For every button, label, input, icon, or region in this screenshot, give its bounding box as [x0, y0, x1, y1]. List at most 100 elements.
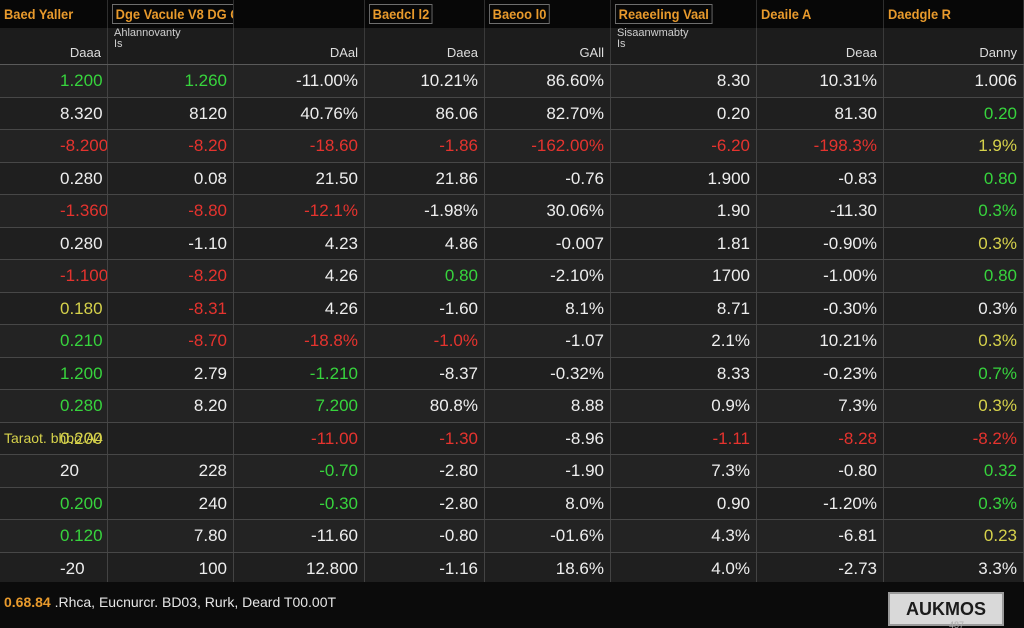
- table-cell-value: 8.1%: [565, 298, 604, 318]
- table-cell: 8.1%: [485, 292, 611, 324]
- table-row[interactable]: Taraot. bhbo.A4 0.200 -11.00 -1.30 -8.96 -1.1…: [0, 422, 1024, 455]
- table-cell: -8.37: [365, 357, 485, 389]
- table-cell-value: 0.08: [193, 168, 227, 188]
- table-cell-value: -8.31: [188, 298, 227, 318]
- table-cell: 7.80: [108, 520, 234, 552]
- column-title-text: Daedgle R: [888, 6, 951, 22]
- footer-lead: 0.68.84: [4, 594, 51, 610]
- table-cell-value: -11.60: [311, 526, 358, 545]
- column-subheader-label: GAll: [579, 45, 604, 60]
- table-cell: 1700: [611, 260, 757, 292]
- table-cell: 0.3%: [884, 390, 1024, 422]
- table-cell: 86.60%: [485, 65, 611, 97]
- table-cell-value: 21.86: [435, 168, 478, 188]
- table-cell: Taraot. bhbo.A4 0.200: [0, 422, 108, 454]
- table-cell: 1.260: [108, 65, 234, 97]
- table-cell: 8.320: [0, 97, 108, 129]
- table-cell: 8.0%: [485, 487, 611, 519]
- table-row[interactable]: 1.200 1.260 -11.00% 10.21% 86.60% 8.30 10.31% 1…: [0, 65, 1024, 98]
- table-cell: 4.3%: [611, 520, 757, 552]
- table-cell-value: 4.3%: [711, 526, 750, 545]
- table-cell-value: 30.06%: [546, 201, 604, 220]
- table-cell: 0.180: [0, 292, 108, 324]
- table-cell-value: -0.30: [319, 493, 358, 513]
- table-cell-value: 0.80: [444, 266, 478, 285]
- table-cell: 4.26: [234, 292, 365, 324]
- table-cell-value: 8.88: [570, 396, 604, 415]
- table-row[interactable]: 0.280 -1.10 4.23 4.86 -0.007 1.81 -0.90% 0.3%: [0, 227, 1024, 260]
- table-cell-value: -20: [60, 558, 85, 578]
- table-cell: 0.200: [0, 487, 108, 519]
- table-cell-value: -0.70: [319, 461, 358, 480]
- table-cell-value: 0.3%: [978, 298, 1017, 318]
- table-cell-value: 1.200: [60, 71, 103, 90]
- table-cell-value: 8.33: [716, 363, 750, 383]
- table-cell: 0.90: [611, 487, 757, 519]
- table-row[interactable]: -1.360 -8.80 -12.1% -1.98% 30.06% 1.90 -11.30 0…: [0, 195, 1024, 228]
- table-cell-value: 4.26: [324, 266, 358, 285]
- table-cell-value: -8.37: [439, 363, 478, 383]
- table-cell-value: 86.60%: [546, 71, 604, 90]
- table-row[interactable]: -8.200 -8.20 -18.60 -1.86 -162.00% -6.20 -198.…: [0, 130, 1024, 163]
- table-row[interactable]: 0.280 8.20 7.200 80.8% 8.88 0.9% 7.3% 0.3%: [0, 390, 1024, 423]
- table-cell: -198.3%: [757, 130, 884, 162]
- table-cell-value: -1.90: [565, 461, 604, 480]
- column-title-text: Deaile A: [761, 6, 812, 22]
- table-cell-value: 228: [198, 461, 227, 480]
- table-cell: -0.30: [234, 487, 365, 519]
- table-cell-value: 1.006: [974, 71, 1017, 90]
- data-table: 1.200 1.260 -11.00% 10.21% 86.60% 8.30 10.31% 1…: [0, 65, 1024, 618]
- column-subheader: Deaa: [757, 28, 884, 64]
- table-cell-value: 0.20: [716, 103, 750, 123]
- table-cell: 4.86: [365, 227, 485, 259]
- table-cell: -2.73: [757, 552, 884, 584]
- table-row[interactable]: 0.120 7.80 -11.60 -0.80 -01.6% 4.3% -6.81 0.23: [0, 520, 1024, 553]
- table-cell: -0.23%: [757, 357, 884, 389]
- table-cell: 0.3%: [884, 292, 1024, 324]
- table-cell: -8.28: [757, 422, 884, 454]
- table-cell: 0.280: [0, 390, 108, 422]
- table-cell-value: -8.20: [188, 266, 227, 285]
- table-cell: -0.83: [757, 162, 884, 194]
- table-cell-value: -1.210: [309, 363, 358, 383]
- table-row[interactable]: 0.180 -8.31 4.26 -1.60 8.1% 8.71 -0.30% 0.3%: [0, 292, 1024, 325]
- table-cell-value: -0.76: [565, 168, 604, 188]
- table-cell-value: -0.80: [838, 461, 877, 480]
- table-cell: -1.00%: [757, 260, 884, 292]
- table-row[interactable]: 0.200 240 -0.30 -2.80 8.0% 0.90 -1.20% 0.3%: [0, 487, 1024, 520]
- table-cell: 0.80: [884, 162, 1024, 194]
- table-row[interactable]: 20 228 -0.70 -2.80 -1.90 7.3% -0.80 0.32: [0, 455, 1024, 488]
- table-cell: 10.31%: [757, 65, 884, 97]
- table-cell-value: 0.200: [60, 428, 103, 448]
- table-row[interactable]: 1.200 2.79 -1.210 -8.37 -0.32% 8.33 -0.23% 0.7%: [0, 357, 1024, 390]
- column-title-text: Baeoo l0: [489, 4, 551, 24]
- table-cell-value: -8.80: [188, 201, 227, 220]
- table-cell: -1.30: [365, 422, 485, 454]
- table-row[interactable]: 0.280 0.08 21.50 21.86 -0.76 1.900 -0.83 0.80: [0, 162, 1024, 195]
- table-cell: 1.006: [884, 65, 1024, 97]
- table-cell-value: 7.80: [193, 526, 227, 545]
- table-cell: 1.200: [0, 65, 108, 97]
- table-cell-value: -2.73: [838, 558, 877, 578]
- table-cell: -1.20%: [757, 487, 884, 519]
- table-cell: -1.86: [365, 130, 485, 162]
- column-subheader-label: Danny: [979, 45, 1017, 60]
- table-row[interactable]: 8.320 8120 40.76% 86.06 82.70% 0.20 81.30 0.20: [0, 97, 1024, 130]
- table-row[interactable]: -1.100 -8.20 4.26 0.80 -2.10% 1700 -1.00% 0.80: [0, 260, 1024, 293]
- column-title: Dge Vacule V8 DG Gs.A: [108, 0, 234, 28]
- table-cell: -20: [0, 552, 108, 584]
- table-cell-value: 1.260: [184, 71, 227, 90]
- table-cell-value: -1.360: [60, 201, 108, 220]
- table-cell: -1.07: [485, 325, 611, 357]
- table-cell: 40.76%: [234, 97, 365, 129]
- table-cell: -1.210: [234, 357, 365, 389]
- table-cell-value: 0.3%: [978, 331, 1017, 350]
- table-cell-value: 8.30: [716, 71, 750, 90]
- table-row[interactable]: -20 100 12.800 -1.16 18.6% 4.0% -2.73 3.3%: [0, 552, 1024, 585]
- table-row[interactable]: 0.210 -8.70 -18.8% -1.0% -1.07 2.1% 10.21% 0.3%: [0, 325, 1024, 358]
- table-cell-value: 40.76%: [300, 103, 358, 123]
- table-cell: -0.90%: [757, 227, 884, 259]
- table-cell-value: 1.9%: [978, 136, 1017, 155]
- table-cell: -18.60: [234, 130, 365, 162]
